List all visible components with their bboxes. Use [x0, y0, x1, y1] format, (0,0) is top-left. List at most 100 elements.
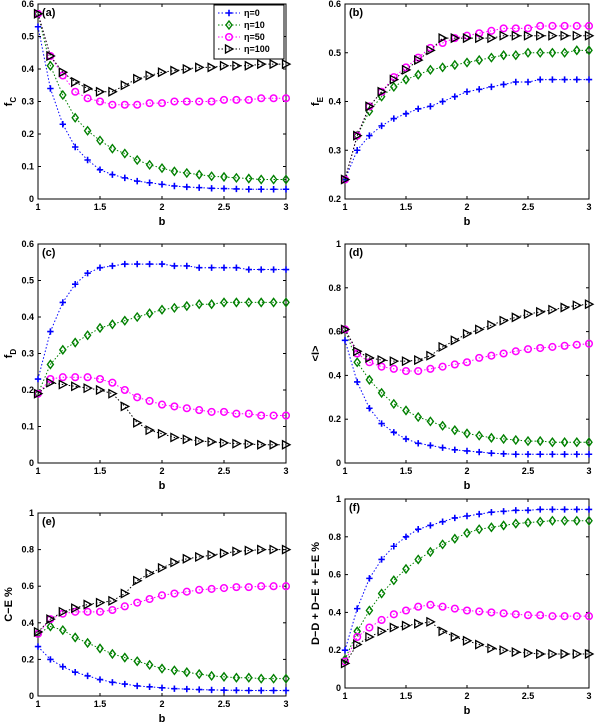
- series-eta-50: [33, 373, 291, 420]
- y-tick-label: 0.2: [328, 414, 341, 424]
- data-point: [365, 631, 375, 643]
- data-point: [560, 612, 569, 621]
- data-point: [401, 620, 412, 631]
- data-point: [499, 609, 508, 618]
- data-point: [560, 648, 570, 660]
- data-point: [560, 302, 570, 313]
- data-point: [95, 86, 106, 97]
- data-point: [232, 546, 242, 557]
- y-axis-label: D−D + D−E + E−E %: [310, 542, 322, 645]
- data-point: [244, 95, 253, 104]
- data-point: [258, 687, 265, 694]
- data-point: [195, 299, 204, 310]
- series-line: [37, 625, 286, 680]
- x-tick-label: 2: [159, 466, 164, 476]
- data-point: [281, 94, 291, 103]
- data-point: [341, 337, 349, 344]
- data-point: [134, 260, 141, 268]
- data-point: [232, 60, 242, 71]
- data-point: [47, 656, 54, 663]
- data-point: [536, 516, 545, 527]
- data-point: [195, 668, 204, 680]
- data-point: [133, 73, 143, 84]
- data-point: [233, 185, 240, 193]
- data-point: [389, 398, 398, 410]
- data-point: [244, 438, 255, 450]
- data-point: [523, 30, 534, 41]
- y-tick-label: 0.2: [328, 194, 341, 204]
- data-point: [196, 184, 203, 191]
- data-point: [220, 686, 228, 694]
- data-point: [244, 409, 253, 418]
- x-axis-label: b: [464, 216, 471, 228]
- data-point: [282, 673, 290, 684]
- legend-marker: [224, 32, 234, 42]
- data-point: [572, 340, 581, 349]
- data-point: [58, 89, 67, 101]
- data-point: [438, 626, 448, 637]
- data-point: [511, 50, 520, 61]
- data-point: [158, 663, 166, 674]
- data-point: [438, 62, 447, 73]
- data-point: [171, 182, 178, 190]
- data-point: [269, 297, 278, 308]
- data-point: [108, 319, 117, 330]
- data-point: [365, 623, 374, 632]
- data-point: [488, 509, 495, 516]
- data-point: [207, 62, 217, 73]
- y-axis-label: C−E %: [3, 587, 15, 622]
- data-point: [377, 615, 386, 625]
- data-point: [134, 682, 141, 690]
- x-axis-label: b: [159, 216, 166, 228]
- data-point: [414, 411, 423, 423]
- series-eta-100: [33, 377, 292, 450]
- y-tick-label: 0.1: [21, 162, 34, 172]
- data-point: [378, 420, 385, 427]
- data-point: [560, 47, 569, 58]
- y-tick-label: 0.4: [21, 64, 34, 74]
- data-point: [46, 359, 55, 370]
- data-point: [475, 54, 484, 66]
- y-tick-label: 0.8: [21, 545, 34, 555]
- data-point: [59, 663, 66, 670]
- data-point: [71, 381, 81, 392]
- data-point: [389, 622, 400, 633]
- data-point: [548, 30, 558, 41]
- data-point: [524, 78, 532, 86]
- series-eta-0: [34, 643, 290, 694]
- legend-marker: [225, 19, 233, 31]
- data-point: [120, 401, 131, 412]
- data-point: [220, 297, 228, 308]
- data-point: [572, 21, 581, 30]
- data-point: [121, 680, 128, 688]
- data-point: [46, 614, 56, 625]
- data-point: [475, 353, 484, 362]
- data-point: [120, 80, 131, 91]
- data-point: [462, 33, 473, 44]
- data-point: [282, 174, 290, 185]
- data-point: [195, 551, 205, 563]
- y-axis-label-subscript: E: [316, 96, 325, 102]
- data-point: [499, 315, 509, 326]
- chart-panel-e: 1 1.5 2 2.5 3 0 0.2 0.4 0.6 0.8 1 b C−E % (e): [3, 508, 292, 723]
- y-tick-label: 1: [29, 508, 34, 518]
- data-point: [401, 366, 411, 376]
- data-point: [108, 388, 118, 399]
- x-tick-label: 1.5: [400, 691, 413, 701]
- x-tick-label: 1.5: [94, 466, 107, 476]
- data-point: [33, 388, 44, 399]
- x-tick-label: 3: [586, 691, 591, 701]
- x-tick-label: 2.5: [522, 691, 535, 701]
- data-point: [537, 451, 544, 458]
- data-point: [72, 280, 79, 288]
- data-point: [83, 125, 92, 136]
- series-eta-50: [33, 9, 291, 109]
- y-tick-label: 0.6: [328, 570, 341, 580]
- legend-label: η=100: [244, 44, 270, 54]
- data-point: [499, 645, 509, 656]
- x-tick-label: 1: [342, 466, 347, 476]
- data-point: [83, 599, 93, 610]
- data-point: [244, 297, 253, 308]
- data-point: [208, 686, 215, 694]
